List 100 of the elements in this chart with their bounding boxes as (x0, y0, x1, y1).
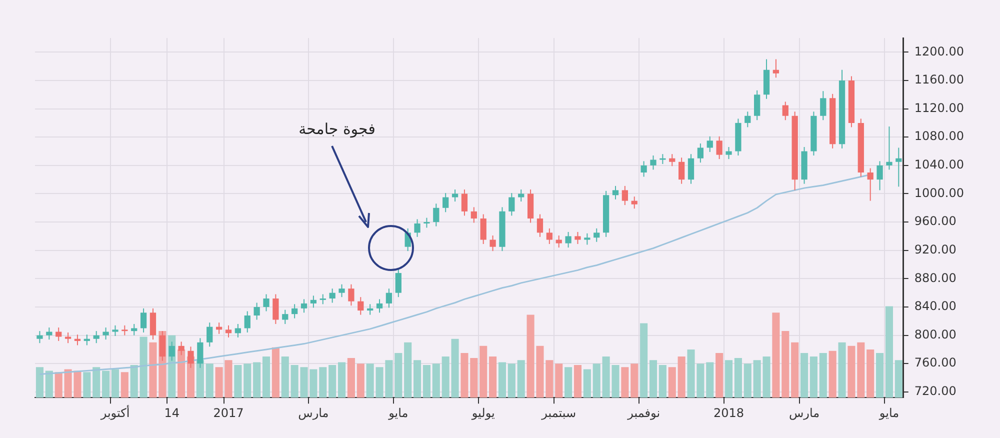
candlestick (102, 327, 109, 340)
y-tick-label: 720.00 (914, 384, 956, 398)
y-tick-label: 1200.00 (914, 44, 964, 58)
candlestick (480, 214, 486, 244)
candlestick (150, 308, 156, 340)
y-tick-label: 1120.00 (914, 100, 964, 115)
candlestick (820, 90, 826, 121)
candlestick (886, 126, 892, 170)
candlestick (367, 304, 374, 316)
candlestick (490, 234, 496, 252)
candlestick (574, 231, 581, 244)
candlestick (159, 330, 166, 362)
candlestick (244, 310, 250, 333)
candlestick (131, 323, 138, 336)
x-tick-label: 14 (164, 406, 180, 420)
candlestick (594, 228, 600, 242)
candlestick (631, 196, 638, 210)
candlestick (508, 192, 515, 216)
candlestick (329, 288, 336, 304)
y-tick-label: 880.00 (914, 270, 956, 285)
candlestick (470, 206, 477, 224)
candlestick (386, 288, 392, 308)
candlestick (292, 304, 298, 319)
candlestick (206, 322, 213, 348)
candlestick (461, 188, 468, 216)
candlestick (896, 147, 902, 188)
candlestick (640, 160, 647, 178)
candlestick (338, 284, 345, 298)
candlestick (697, 142, 704, 164)
x-tick-label: يوليو (470, 406, 495, 420)
candlestick (622, 185, 628, 206)
x-tick-label: مارس (789, 406, 820, 420)
candlestick (178, 341, 184, 356)
y-tick-label: 760.00 (914, 356, 956, 370)
x-tick-label: مارس (298, 406, 329, 420)
x-tick-label: 2018 (713, 406, 744, 420)
candlestick (188, 346, 194, 368)
candlestick (310, 295, 317, 308)
candlestick (782, 101, 788, 121)
candlestick (433, 203, 440, 227)
candlestick (348, 284, 354, 306)
candlestick (225, 324, 232, 338)
candlestick (452, 188, 458, 202)
x-tick-label: مايو (388, 406, 408, 420)
candlestick (688, 154, 694, 184)
candlestick (424, 217, 430, 228)
candlestick (254, 302, 260, 320)
candlestick (140, 308, 147, 333)
candlestick (660, 154, 666, 164)
y-tick-label: 920.00 (914, 242, 956, 256)
candlestick (650, 155, 656, 170)
candlestick (46, 327, 52, 340)
x-tick-label: أكتوبر (100, 404, 130, 420)
candlestick (112, 324, 118, 337)
candlestick (395, 268, 402, 298)
candlestick (442, 192, 449, 213)
candlestick (168, 341, 175, 362)
candlestick (282, 309, 288, 324)
candlestick (546, 228, 552, 244)
candlestick (263, 294, 270, 312)
candlestick (414, 218, 420, 238)
candlestick (36, 330, 43, 344)
candlestick (678, 157, 685, 184)
candlestick (518, 188, 524, 202)
candlestick (876, 160, 883, 191)
candlestick (612, 185, 619, 200)
candlestick (197, 338, 204, 368)
candlestick (754, 90, 760, 121)
y-tick-label: 800.00 (914, 327, 956, 342)
x-tick-label: 2017 (213, 406, 244, 420)
candlestick (93, 330, 100, 344)
candlestick (584, 232, 590, 246)
candlestick (726, 146, 732, 160)
candlestick (84, 334, 90, 346)
x-tick-label: نوفمبر (626, 406, 660, 420)
candlestick (556, 234, 562, 248)
candlestick (64, 332, 72, 344)
candlestick (122, 324, 128, 336)
candlestick (716, 136, 722, 160)
candlestick (706, 136, 713, 152)
y-tick-label: 1080.00 (914, 129, 964, 144)
y-tick-label: 1000.00 (914, 186, 964, 200)
candlestick (565, 231, 572, 248)
candlestick (358, 296, 364, 316)
candlestick (536, 214, 544, 238)
candlestick (867, 168, 874, 202)
y-tick-label: 1040.00 (914, 158, 964, 172)
x-tick-label: سبتمبر (540, 406, 576, 420)
candlestick (320, 294, 326, 305)
candlestick (744, 111, 751, 128)
candlestick (272, 294, 279, 324)
y-tick-label: 1160.00 (914, 72, 964, 87)
candlestick (74, 334, 81, 346)
y-tick-label: 960.00 (914, 214, 956, 228)
annotation: فجوة جامحة (298, 120, 376, 138)
candlestick (772, 58, 780, 78)
y-tick-label: 840.00 (914, 299, 956, 314)
candlestick (234, 323, 242, 338)
candlestick (376, 298, 383, 314)
x-tick-label: مايو (878, 406, 900, 420)
